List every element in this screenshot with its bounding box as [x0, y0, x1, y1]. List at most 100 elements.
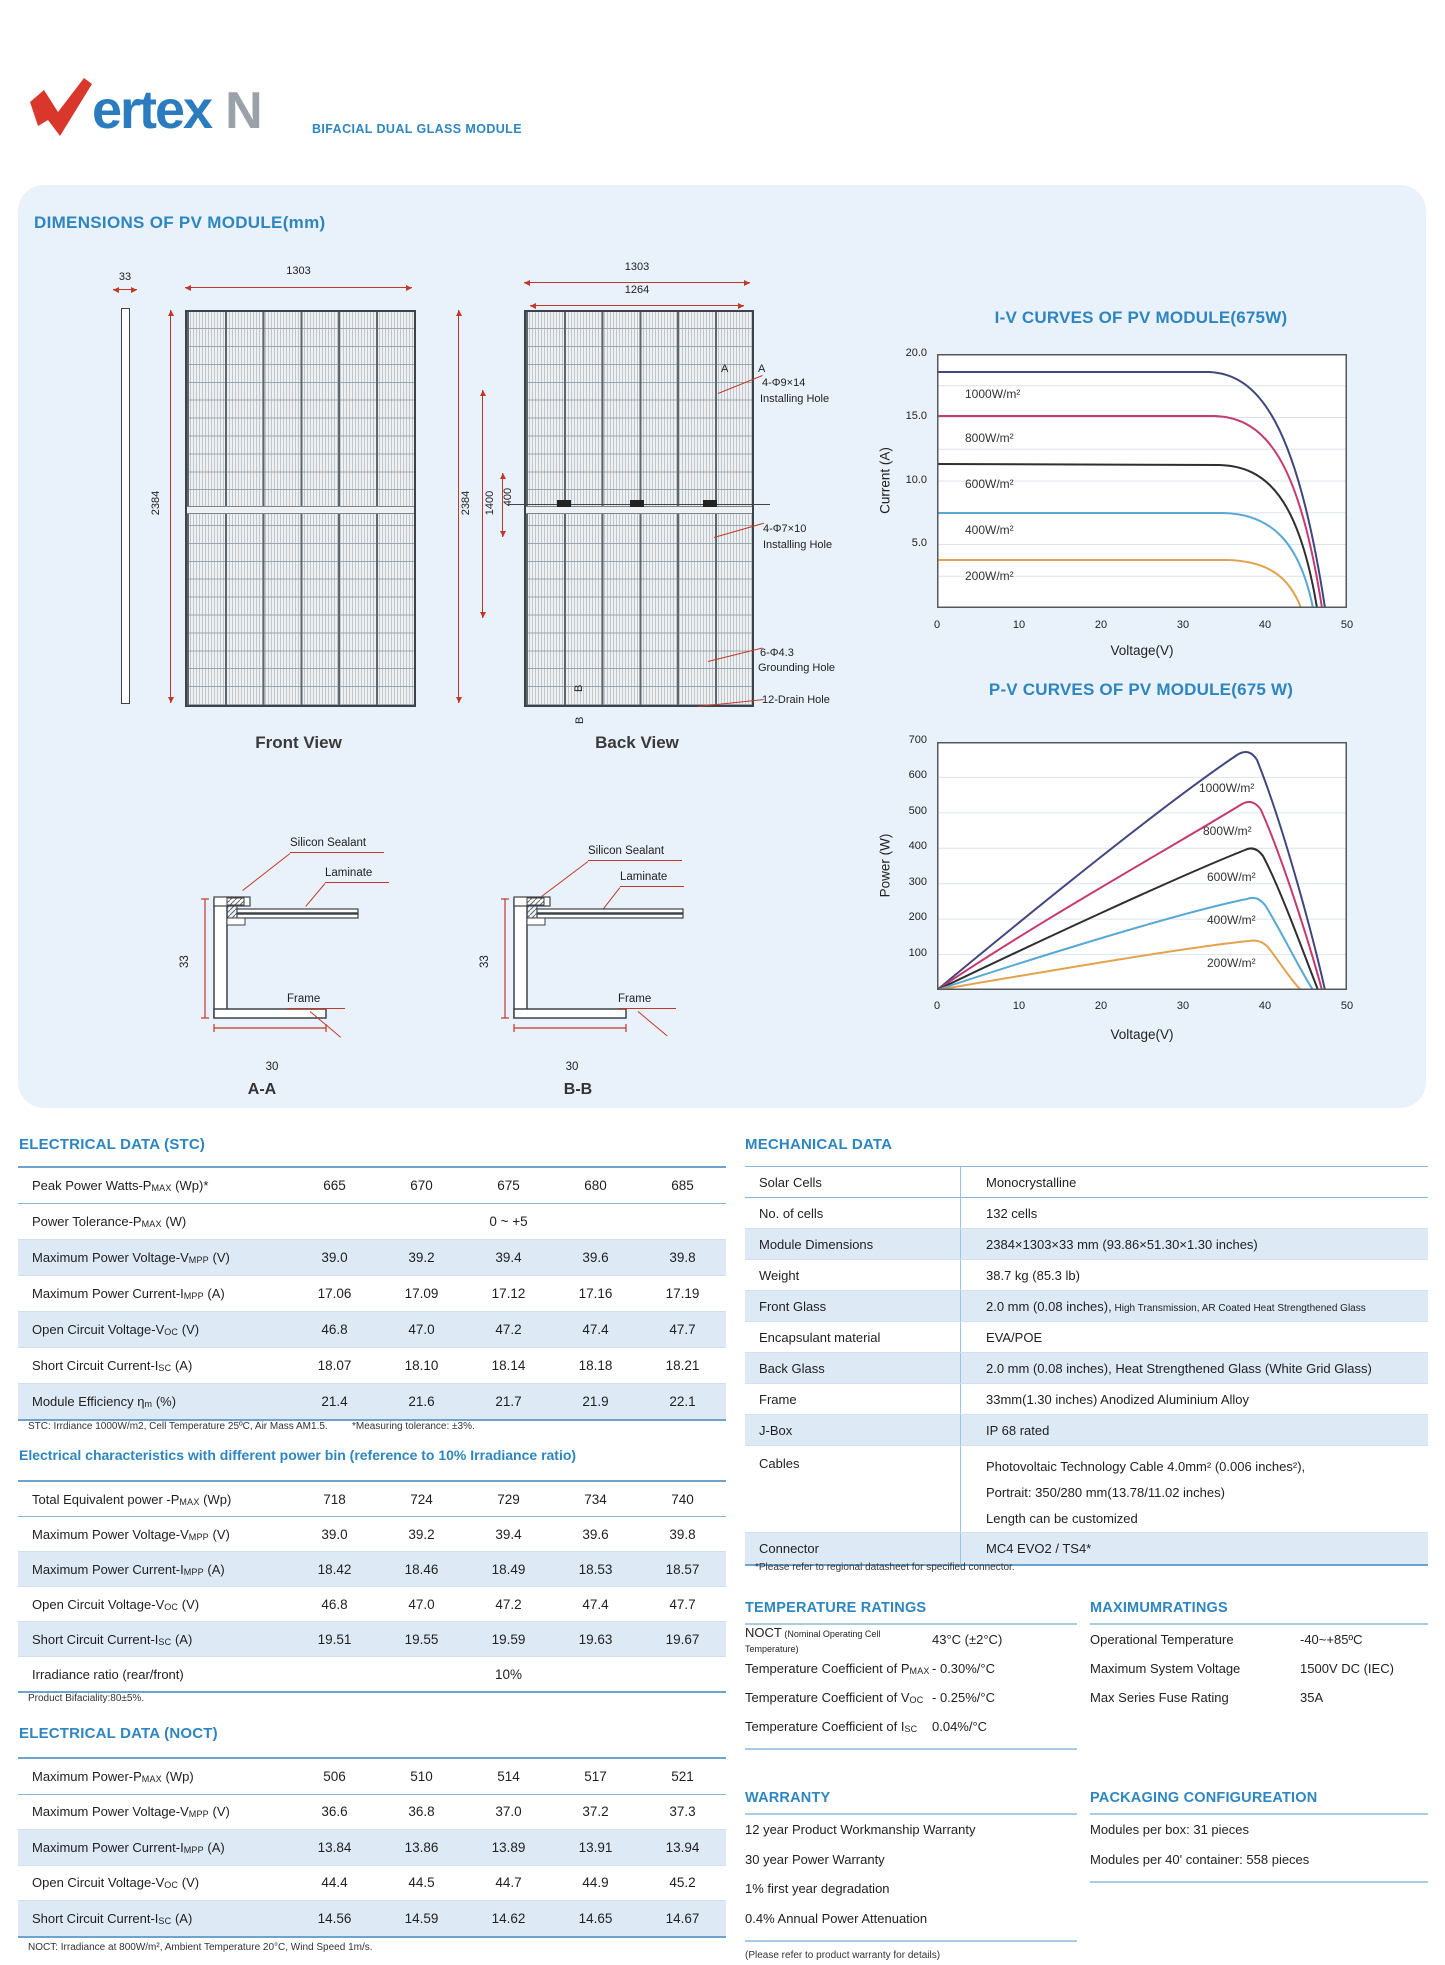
pv-xlabel: Voltage(V): [1110, 1027, 1174, 1042]
iv-ylabel: Current (A): [877, 447, 893, 514]
maximum-heading: MAXIMUMRATINGS: [1090, 1600, 1228, 1616]
section-marker-a: A: [721, 363, 729, 375]
noct-footnote: NOCT: Irradiance at 800W/m², Ambient Tem…: [28, 1942, 373, 1953]
table-row: Operational Temperature -40~+85ºC: [1090, 1632, 1363, 1647]
table-row: Short Circuit Current-ISC (A) 14.56 14.59…: [18, 1901, 726, 1936]
installing-hole-top-label: Installing Hole: [760, 393, 830, 405]
table-row: Cables Photovoltaic Technology Cable 4.0…: [745, 1446, 1428, 1533]
back-width-inner-dimline: [530, 302, 744, 309]
drain-hole-label: 12-Drain Hole: [762, 694, 830, 706]
aa-silicon-sealant-label: Silicon Sealant: [290, 837, 367, 849]
warranty-footnote: (Please refer to product warranty for de…: [745, 1950, 941, 1961]
warranty-item: 12 year Product Workmanship Warranty: [745, 1822, 976, 1838]
iv-xtick: 20: [1094, 619, 1108, 631]
bb-height-dim: 33: [479, 955, 491, 968]
packaging-item: Modules per 40' container: 558 pieces: [1090, 1851, 1310, 1867]
pv-xtick: 0: [933, 1000, 941, 1012]
installing-hole-mid-size: 4-Φ7×10: [763, 523, 807, 535]
logo-brand-text: ertex: [92, 80, 213, 140]
table-row: Maximum Power Voltage-VMPP (V) 36.6 36.8 3…: [18, 1795, 726, 1830]
noct-heading: ELECTRICAL DATA (NOCT): [19, 1725, 218, 1742]
label-underline: [290, 838, 384, 853]
pv-ytick: 100: [908, 947, 927, 959]
stc-tolerance-footnote: *Measuring tolerance: ±3%.: [352, 1421, 475, 1432]
connector-footnote: *Please refer to regional datasheet for …: [755, 1562, 1015, 1573]
divider: [745, 1940, 1077, 1942]
iv-curve-200: [937, 559, 1302, 608]
front-height-dimline: [167, 310, 174, 703]
divider: [745, 1813, 1077, 1815]
packaging-block: PACKAGING CONFIGUREATION Modules per box…: [1090, 1790, 1428, 1883]
table-row: Module Efficiency ηm (%) 21.4 21.6 21.7 21.…: [18, 1384, 726, 1419]
back-height-dim: 2384: [460, 490, 472, 516]
pv-xtick: 10: [1012, 1000, 1026, 1012]
iv-xtick: 40: [1258, 619, 1272, 631]
back-width-outer-dimline: [524, 279, 750, 286]
table-row: Temperature Coefficient of VOC - 0.25%/°…: [745, 1690, 996, 1705]
aa-height-dim: 33: [179, 955, 191, 968]
label-underline: [618, 994, 676, 1009]
back-width-inner-dim: 1264: [624, 284, 650, 296]
front-height-dim: 2384: [150, 490, 162, 516]
iv-ytick: 15.0: [905, 410, 927, 422]
table-row: Maximum Power Current-IMPP (A) 13.84 13.8…: [18, 1830, 726, 1866]
table-row: J-Box IP 68 rated: [745, 1415, 1428, 1446]
front-view-label: Front View: [255, 733, 342, 752]
table-row: Encapsulant material EVA/POE: [745, 1322, 1428, 1353]
mount-rail-bar: [557, 500, 571, 507]
pv-series-label-1000: 1000W/m²: [1199, 781, 1254, 795]
pv-ytick: 200: [908, 911, 927, 923]
table-row: Maximum Power-PMAX (Wp) 506 510 514 517 521: [18, 1759, 726, 1795]
table-row: NOCT (Nominal Operating Cell Temperature…: [745, 1624, 1003, 1654]
module-side-profile: [121, 308, 130, 704]
installing-hole-top-size: 4-Φ9×14: [762, 377, 806, 389]
table-row: Max Series Fuse Rating 35A: [1090, 1690, 1324, 1705]
iv-xlabel: Voltage(V): [1110, 643, 1174, 658]
front-thickness-dimline: [113, 286, 137, 293]
bb-frame-label: Frame: [618, 993, 652, 1005]
installing-hole-mid-label: Installing Hole: [763, 539, 833, 551]
iv-curve-1000: [937, 371, 1326, 608]
table-row: Temperature Coefficient of ISC 0.04%/°C: [745, 1719, 988, 1734]
aa-laminate-label: Laminate: [325, 867, 373, 879]
iv-chart-plot: 1000W/m² 800W/m² 600W/m² 400W/m² 200W/m²: [937, 354, 1347, 608]
pv-xtick: 20: [1094, 1000, 1108, 1012]
noct-table: Maximum Power-PMAX (Wp) 506 510 514 517 521 …: [18, 1757, 726, 1938]
iv-series-label-400: 400W/m²: [965, 523, 1014, 537]
table-row: Short Circuit Current-ISC (A) 19.51 19.55…: [18, 1622, 726, 1657]
back-mount-span-dim: 1400: [484, 490, 496, 516]
pv-curve-1000: [937, 750, 1326, 990]
warranty-item: 1% first year degradation: [745, 1881, 890, 1897]
divider: [1090, 1623, 1428, 1625]
divider: [745, 1623, 1077, 1625]
table-row: Open Circuit Voltage-VOC (V) 44.4 44.5 44.…: [18, 1866, 726, 1901]
front-width-dim: 1303: [286, 265, 311, 277]
table-row: Weight 38.7 kg (85.3 lb): [745, 1260, 1428, 1291]
iv-chart-title: I-V CURVES OF PV MODULE(675W): [994, 308, 1288, 327]
temperature-heading: TEMPERATURE RATINGS: [745, 1600, 927, 1616]
pv-series-label-200: 200W/m²: [1207, 956, 1256, 970]
table-row: Connector MC4 EVO2 / TS4*: [745, 1533, 1428, 1564]
iv-series-label-600: 600W/m²: [965, 477, 1014, 491]
back-width-outer-dim: 1303: [624, 261, 650, 273]
table-row: Peak Power Watts-PMAX (Wp)* 665 670 675 680…: [18, 1168, 726, 1204]
table-row: Total Equivalent power -PMAX (Wp) 718 724…: [18, 1482, 726, 1517]
pv-ytick: 700: [908, 734, 927, 746]
divider: [1090, 1881, 1428, 1883]
iv-curve-400: [937, 512, 1314, 608]
back-mount-span-dimline: [479, 390, 486, 618]
table-row: Solar Cells Monocrystalline: [745, 1167, 1428, 1198]
pv-series-label-400: 400W/m²: [1207, 913, 1256, 927]
back-mount-pitch-dimline: [499, 473, 506, 537]
mount-rail-bar: [630, 500, 644, 507]
table-row: Maximum Power Voltage-VMPP (V) 39.0 39.2 3…: [18, 1517, 726, 1552]
table-row: Maximum System Voltage 1500V DC (IEC): [1090, 1661, 1394, 1676]
table-row: Maximum Power Current-IMPP (A) 18.42 18.4…: [18, 1552, 726, 1587]
grounding-hole-size: 6-Φ4.3: [760, 647, 794, 659]
pv-xtick: 50: [1340, 1000, 1354, 1012]
iv-ytick: 10.0: [905, 474, 927, 486]
dimensions-panel: DIMENSIONS OF PV MODULE(mm) 33 1303 2384…: [18, 185, 1426, 1108]
warranty-heading: WARRANTY: [745, 1790, 831, 1806]
pv-series-label-600: 600W/m²: [1207, 870, 1256, 884]
